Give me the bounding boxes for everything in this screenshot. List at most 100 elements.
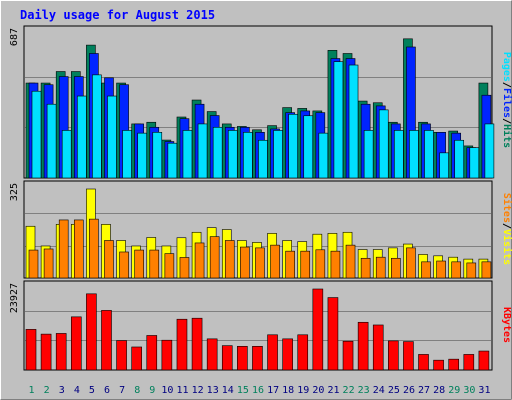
bar-sites-day-11 [179,257,190,279]
bar-pages-day-12 [197,123,208,179]
bar-sites-day-9 [149,249,160,279]
bar-sites-day-18 [285,250,295,279]
bar-kbytes-day-11 [176,318,188,371]
legend-0-part-0: Pages [501,52,512,82]
bar-kbytes-day-4 [70,316,82,371]
day-label-9: 9 [149,385,155,396]
legend-0: Pages/Files/Hits [501,52,512,148]
bar-pages-day-27 [424,130,434,179]
day-label-18: 18 [282,385,294,396]
panel-hits-max-label: 687 [9,28,20,46]
day-label-3: 3 [59,385,65,396]
bar-sites-day-23 [360,257,371,279]
bar-pages-day-5 [92,74,102,179]
bar-kbytes-day-2 [40,333,52,371]
day-label-28: 28 [433,385,445,396]
legend-2-part-0: KBytes [501,307,512,343]
bar-sites-day-3 [58,219,69,279]
bar-kbytes-day-29 [448,358,460,371]
bar-kbytes-day-7 [116,340,127,371]
bar-pages-day-30 [469,147,480,179]
bar-sites-day-26 [406,247,416,279]
bar-pages-day-23 [363,130,374,179]
bar-kbytes-day-21 [327,297,339,371]
bar-sites-day-30 [466,262,477,279]
bar-kbytes-day-10 [161,339,173,371]
bar-pages-day-14 [227,130,238,179]
bar-sites-day-4 [73,219,84,279]
day-label-31: 31 [478,385,490,396]
day-label-17: 17 [267,385,279,396]
bar-pages-day-17 [273,130,283,179]
day-label-7: 7 [119,385,125,396]
bar-pages-day-11 [182,130,193,179]
bar-kbytes-day-30 [463,354,475,371]
bar-sites-day-15 [240,246,250,279]
day-label-20: 20 [312,385,324,396]
day-label-2: 2 [44,385,50,396]
bar-sites-day-22 [345,244,356,279]
bar-sites-day-12 [194,242,205,279]
legend-2: KBytes [501,307,512,343]
day-label-10: 10 [161,385,173,396]
bar-kbytes-day-19 [297,334,309,371]
bar-sites-day-28 [436,260,446,279]
legend-1: Sites/Visits [501,193,512,265]
bar-kbytes-day-9 [146,335,158,371]
day-label-22: 22 [343,385,355,396]
panel-visits-max-label: 325 [9,183,20,201]
bar-sites-day-8 [134,249,144,279]
bar-kbytes-day-16 [252,346,263,371]
day-label-1: 1 [29,385,35,396]
bar-kbytes-day-15 [237,346,248,371]
legend-0-part-2: Files [501,88,512,118]
day-label-29: 29 [448,385,460,396]
bar-kbytes-day-5 [86,293,97,371]
bar-sites-day-19 [300,250,311,279]
bar-pages-day-1 [31,90,42,179]
bar-pages-day-22 [348,64,359,179]
bar-pages-day-31 [484,123,495,179]
bar-pages-day-21 [333,61,344,179]
bar-sites-day-27 [421,261,431,279]
day-label-13: 13 [207,385,219,396]
bar-sites-day-2 [43,248,54,279]
bar-kbytes-day-8 [131,346,142,371]
bar-sites-day-17 [270,244,280,279]
bar-sites-day-7 [119,251,129,279]
legend-0-part-3: / [501,118,512,124]
bar-sites-day-13 [209,236,220,279]
bar-pages-day-18 [288,113,298,179]
day-label-21: 21 [327,385,339,396]
day-label-27: 27 [418,385,430,396]
bar-kbytes-day-12 [191,317,203,371]
bar-kbytes-day-14 [221,345,233,371]
bar-pages-day-3 [61,130,72,179]
bar-pages-day-29 [454,139,465,179]
bar-sites-day-25 [391,257,401,279]
day-label-4: 4 [74,385,80,396]
chart-title: Daily usage for August 2015 [20,8,215,22]
legend-1-part-2: Visits [501,229,512,265]
bar-sites-day-5 [89,218,99,279]
bar-kbytes-day-1 [25,329,37,371]
bar-pages-day-28 [439,152,449,179]
legend-0-part-4: Hits [501,124,512,148]
bar-pages-day-16 [258,139,268,179]
bar-pages-day-26 [409,130,419,179]
day-label-12: 12 [192,385,204,396]
day-label-24: 24 [373,385,385,396]
bar-sites-day-14 [224,240,235,279]
bar-kbytes-day-23 [357,321,369,371]
legend-0-part-1: / [501,82,512,88]
day-label-5: 5 [89,385,95,396]
bar-pages-day-8 [137,132,147,179]
bar-sites-day-16 [255,247,265,279]
bar-pages-day-15 [243,132,253,179]
bar-kbytes-day-17 [267,334,278,371]
day-label-11: 11 [176,385,188,396]
bar-kbytes-day-26 [403,341,414,371]
day-label-25: 25 [388,385,400,396]
bar-pages-day-13 [212,126,223,179]
bar-pages-day-24 [378,109,389,179]
